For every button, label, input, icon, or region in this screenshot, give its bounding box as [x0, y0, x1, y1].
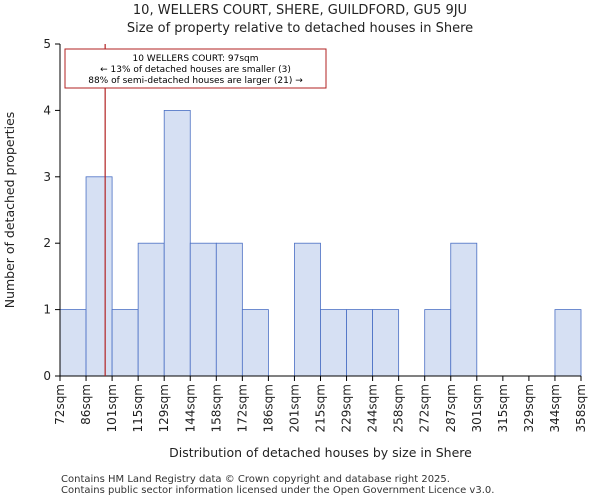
y-tick-label: 2	[43, 236, 51, 250]
bar-172sqm	[241, 309, 269, 377]
bar-229sqm	[346, 309, 373, 377]
y-tick-label: 5	[43, 37, 51, 51]
x-tick-label: 158sqm	[209, 384, 223, 432]
x-tick-label: 186sqm	[261, 384, 275, 432]
y-axis-ticks: 0 1 2 3 4 5	[43, 37, 60, 383]
x-tick-label: 72sqm	[53, 384, 67, 425]
bar-101sqm	[111, 309, 139, 377]
bar-287sqm	[450, 242, 478, 377]
x-tick-label: 287sqm	[444, 384, 458, 432]
footer-copyright: Contains HM Land Registry data © Crown c…	[61, 474, 450, 485]
bar-115sqm	[137, 242, 165, 377]
x-tick-label: 115sqm	[131, 384, 145, 432]
bar-72sqm	[59, 309, 87, 377]
x-tick-label: 172sqm	[235, 384, 249, 432]
bar-215sqm	[320, 309, 347, 377]
annotation-box: 10 WELLERS COURT: 97sqm ← 13% of detache…	[64, 48, 327, 89]
histogram-chart: 0 1 2 3 4 5 72sqm 86sqm 101sqm 115sqm 129sqm 144sq…	[2, 37, 588, 460]
bar-129sqm	[163, 110, 191, 377]
x-axis-ticks: 72sqm 86sqm 101sqm 115sqm 129sqm 144sqm 158sqm…	[53, 376, 588, 432]
x-tick-label: 144sqm	[183, 384, 197, 432]
x-tick-label: 86sqm	[79, 384, 93, 425]
y-tick-label: 0	[43, 369, 51, 383]
chart-title: 10, WELLERS COURT, SHERE, GUILDFORD, GU5…	[132, 3, 468, 18]
x-tick-label: 201sqm	[287, 384, 301, 432]
bar-158sqm	[215, 242, 243, 377]
bar-244sqm	[372, 309, 400, 377]
bar-344sqm	[554, 309, 582, 377]
x-tick-label: 101sqm	[105, 384, 119, 432]
x-tick-label: 129sqm	[157, 384, 171, 432]
y-axis-label: Number of detached properties	[2, 112, 17, 309]
bar-272sqm	[424, 309, 452, 377]
x-tick-label: 215sqm	[314, 384, 328, 432]
x-tick-label: 358sqm	[574, 384, 588, 432]
annotation-line-3: 88% of semi-detached houses are larger (…	[88, 76, 303, 86]
bar-201sqm	[294, 242, 321, 377]
chart-subtitle: Size of property relative to detached ho…	[126, 21, 474, 36]
bar-144sqm	[189, 242, 217, 377]
y-tick-label: 4	[43, 103, 51, 117]
x-tick-label: 229sqm	[340, 384, 354, 432]
x-tick-label: 344sqm	[548, 384, 562, 432]
bar-86sqm	[85, 176, 113, 377]
y-tick-label: 3	[43, 170, 51, 184]
bars-group	[59, 110, 582, 377]
x-axis-label: Distribution of detached houses by size …	[169, 445, 472, 460]
annotation-line-2: ← 13% of detached houses are smaller (3)	[100, 65, 291, 75]
x-tick-label: 301sqm	[470, 384, 484, 432]
x-tick-label: 329sqm	[522, 384, 536, 432]
x-tick-label: 244sqm	[366, 384, 380, 432]
x-tick-label: 272sqm	[418, 384, 432, 432]
annotation-line-1: 10 WELLERS COURT: 97sqm	[132, 54, 258, 64]
x-tick-label: 315sqm	[496, 384, 510, 432]
x-tick-label: 258sqm	[392, 384, 406, 432]
y-tick-label: 1	[43, 303, 51, 317]
footer-licence: Contains public sector information licen…	[61, 485, 495, 496]
